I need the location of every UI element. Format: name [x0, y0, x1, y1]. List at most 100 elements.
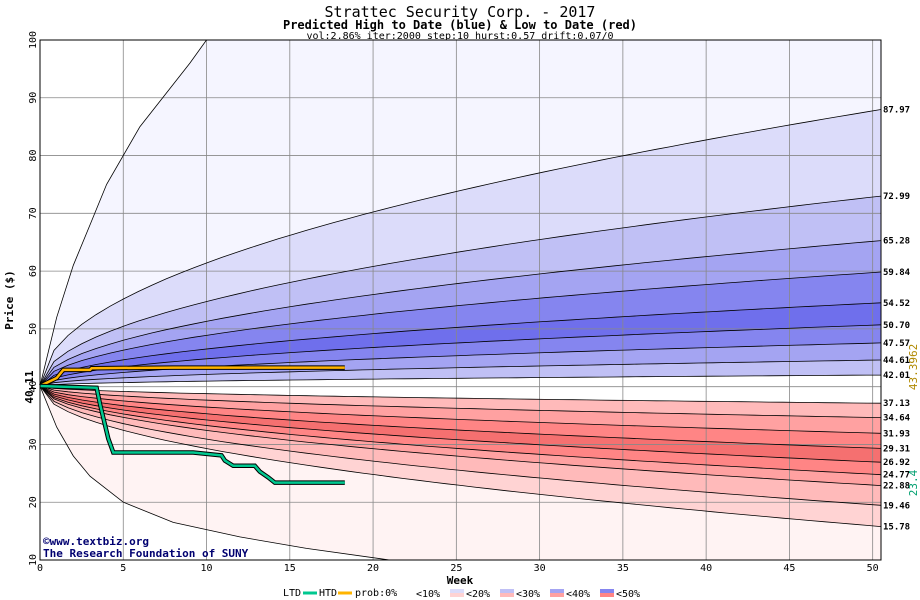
- percentile-end-label: 44.61: [883, 356, 910, 366]
- percentile-end-label: 26.92: [883, 458, 910, 468]
- y-tick-label: 90: [28, 92, 39, 104]
- percentile-line: [40, 302, 881, 387]
- percentile-line: [40, 385, 881, 404]
- percentile-end-label: 42.01: [883, 371, 910, 381]
- x-tick-label: 10: [201, 563, 213, 574]
- percentile-end-label: 47.57: [883, 339, 910, 349]
- percentile-line: [40, 240, 881, 387]
- start-price-label: 40.11: [23, 370, 36, 403]
- x-axis-ticks: 0 5 10 15 20 25 30 35 40 45 50: [37, 563, 879, 574]
- band-low-2: [40, 386, 881, 434]
- legend-band-swatch-low: [400, 593, 414, 597]
- percentile-line: [40, 385, 881, 449]
- x-tick-label: 0: [37, 563, 43, 574]
- band-high-5: [40, 302, 881, 386]
- percentile-line: [40, 324, 881, 387]
- band-low-0: [40, 386, 881, 560]
- percentile-end-label: 65.28: [883, 237, 910, 247]
- band-low-3: [40, 386, 881, 449]
- chart-subtitle: Predicted High to Date (blue) & Low to D…: [283, 18, 637, 32]
- percentile-line: [40, 385, 881, 527]
- percentile-end-label: 59.84: [883, 268, 911, 278]
- percentile-line: [40, 385, 881, 486]
- legend-band-swatch-low: [600, 593, 614, 597]
- percentile-line: [40, 385, 881, 506]
- y-tick-label: 60: [28, 265, 39, 277]
- legend-band-label: <20%: [466, 589, 490, 600]
- y-tick-label: 10: [28, 554, 39, 566]
- x-tick-label: 15: [284, 563, 296, 574]
- percentile-end-label: 37.13: [883, 399, 910, 409]
- legend-band-swatch-high: [600, 589, 614, 593]
- htd-end-label: 43.3962: [907, 344, 920, 390]
- price-series: [39, 365, 345, 485]
- percentile-line: [40, 195, 881, 387]
- percentile-line: [40, 385, 881, 418]
- y-tick-label: 80: [28, 150, 39, 162]
- probability-bands: [40, 40, 881, 560]
- y-axis-ticks: 10 20 30 40 50 60 70 80 90 100: [28, 31, 39, 566]
- x-tick-label: 35: [617, 563, 629, 574]
- band-center: [40, 375, 881, 404]
- percentile-line: [40, 374, 881, 387]
- x-tick-label: 5: [120, 563, 126, 574]
- percentile-line: [40, 385, 881, 463]
- band-high-7: [40, 342, 881, 386]
- ltd-end-label: 23.4: [907, 469, 920, 496]
- legend-band-swatch-low: [500, 593, 514, 597]
- x-tick-label: 20: [367, 563, 379, 574]
- percentile-end-label: 72.99: [883, 192, 910, 202]
- htd-line: [39, 366, 345, 388]
- percentile-line: [40, 385, 881, 434]
- legend-band-label: <50%: [616, 589, 640, 600]
- x-tick-label: 25: [450, 563, 462, 574]
- band-low-7: [40, 386, 881, 506]
- legend-band-label: <30%: [516, 589, 540, 600]
- legend-band-swatch-high: [500, 589, 514, 593]
- x-axis-label: Week: [447, 574, 474, 587]
- legend-bands: <10% <20% <30% <40% <50%: [400, 589, 640, 600]
- percentile-line: [40, 109, 881, 387]
- x-tick-label: 50: [867, 563, 879, 574]
- legend-htd-label: HTD: [319, 588, 337, 599]
- band-low-6: [40, 386, 881, 486]
- legend-band-swatch-high: [450, 589, 464, 593]
- percentile-end-label: 22.88: [883, 482, 910, 492]
- percentile-end-label: 87.97: [883, 106, 910, 116]
- chart-title: Strattec Security Corp. - 2017: [325, 3, 596, 21]
- y-axis-label: Price ($): [3, 270, 16, 330]
- percentile-end-label: 50.70: [883, 321, 910, 331]
- legend-ltd-label: LTD: [283, 588, 301, 599]
- x-tick-label: 40: [700, 563, 712, 574]
- high-envelope-line: [40, 40, 207, 387]
- band-low-8: [40, 386, 881, 527]
- x-tick-label: 45: [783, 563, 795, 574]
- band-low-5: [40, 386, 881, 475]
- legend-band-swatch-high: [400, 589, 414, 593]
- band-high-1: [40, 109, 881, 386]
- band-low-4: [40, 386, 881, 463]
- percentile-lines: [40, 40, 881, 560]
- band-high-4: [40, 272, 881, 386]
- ltd-line: [39, 384, 345, 484]
- y-tick-label: 100: [28, 31, 39, 49]
- credit-url: ©www.textbiz.org: [43, 535, 149, 548]
- legend-band-swatch-high: [550, 589, 564, 593]
- percentile-end-label: 54.52: [883, 299, 910, 309]
- y-tick-label: 30: [28, 438, 39, 450]
- band-high-2: [40, 196, 881, 386]
- percentile-end-label: 15.78: [883, 523, 910, 533]
- percentile-end-label: 34.64: [883, 414, 911, 424]
- legend: LTD HTD prob:0% <10% <20% <30% <40% <50%: [283, 588, 640, 600]
- y-tick-label: 40: [28, 381, 39, 393]
- legend-band-swatch-low: [550, 593, 564, 597]
- band-high-3: [40, 240, 881, 386]
- percentile-line: [40, 359, 881, 387]
- band-low-1: [40, 386, 881, 418]
- legend-prob-label: prob:0%: [355, 588, 397, 599]
- grid-lines: [39, 39, 881, 561]
- percentile-end-label: 29.31: [883, 444, 910, 454]
- legend-band-swatch-low: [450, 593, 464, 597]
- percentile-end-label: 19.46: [883, 501, 910, 511]
